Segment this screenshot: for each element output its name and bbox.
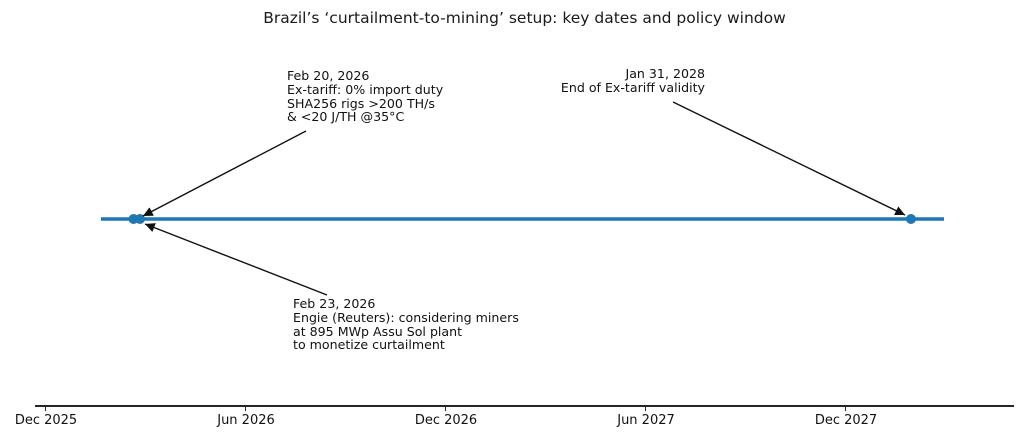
annotation-line: End of Ex-tariff validity: [560, 79, 705, 95]
tick-mark: [645, 406, 647, 411]
tick-mark: [45, 406, 47, 411]
tick-label: Jun 2026: [217, 413, 275, 428]
event-dot-jan-31-2028: [906, 214, 916, 224]
x-axis-line: [35, 405, 1014, 407]
annotation-line: SHA256 rigs >200 TH/s: [287, 95, 435, 111]
tick-label: Jun 2027: [617, 413, 675, 428]
tick-mark: [845, 406, 847, 411]
annotation-ex-tariff-start: Feb 20, 2026 Ex-tariff: 0% import duty S…: [287, 69, 443, 124]
tick-label: Dec 2025: [14, 413, 78, 428]
annotation-ex-tariff-end: Jan 31, 2028 End of Ex-tariff validity: [465, 67, 705, 95]
annotation-line: Engie (Reuters): considering miners: [293, 309, 519, 325]
tick-mark: [245, 406, 247, 411]
arrow-ex-tariff-end: [672, 101, 906, 216]
annotation-line: to monetize curtailment: [293, 337, 445, 353]
chart-title: Brazil’s ‘curtailment-to-mining’ setup: …: [263, 9, 786, 27]
annotation-line: & <20 J/TH @35°C: [287, 109, 405, 125]
tick-label: Dec 2026: [414, 413, 478, 428]
annotation-line: Feb 23, 2026: [293, 296, 376, 311]
annotation-engie-news: Feb 23, 2026 Engie (Reuters): considerin…: [293, 297, 519, 352]
tick-label: Dec 2027: [814, 413, 878, 428]
annotation-line: Ex-tariff: 0% import duty: [287, 81, 444, 97]
annotation-line: Feb 20, 2026: [287, 68, 370, 83]
event-dot-feb-23-2026: [135, 214, 145, 224]
tick-mark: [445, 406, 447, 411]
arrow-ex-tariff-start: [142, 130, 307, 217]
annotation-line: at 895 MWp Assu Sol plant: [293, 323, 463, 339]
annotation-line: Jan 31, 2028: [625, 66, 706, 81]
arrow-engie-news: [144, 223, 328, 296]
